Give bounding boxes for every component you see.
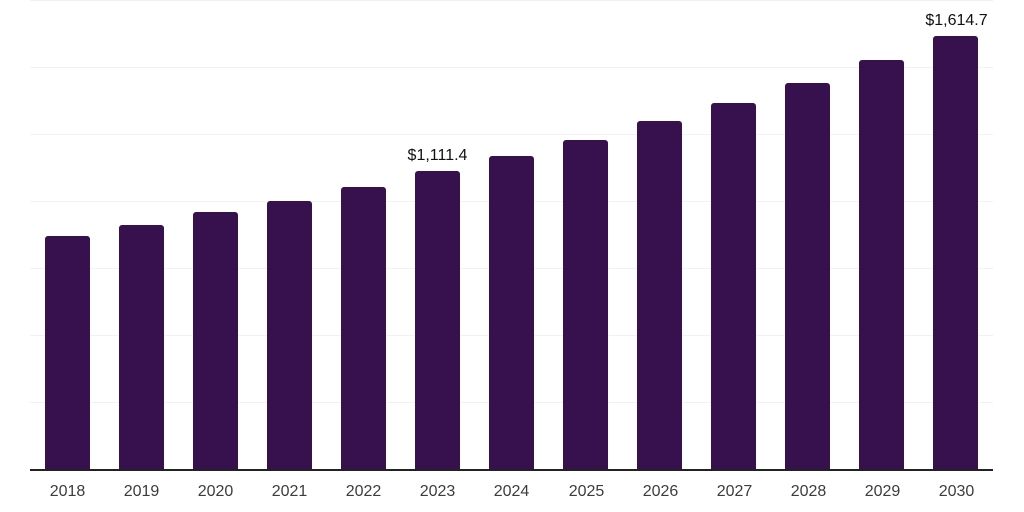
x-tick-label-2029: 2029 xyxy=(864,483,901,500)
bar-2028[interactable] xyxy=(785,83,830,469)
x-tick-label-2027: 2027 xyxy=(716,483,753,500)
bar-2021[interactable] xyxy=(267,201,312,469)
bar-2026[interactable] xyxy=(637,121,682,469)
plot-area: 2018 2019 2020 2021 2022 2023 $1,111.4 2024 2025… xyxy=(30,0,993,500)
bar-2025[interactable] xyxy=(563,140,608,469)
x-tick-label-2030: 2030 xyxy=(938,483,975,500)
x-tick-label-2023: 2023 xyxy=(419,483,456,500)
gridline-1500 xyxy=(30,67,993,68)
bar-2027[interactable] xyxy=(711,103,756,469)
x-tick-label-2028: 2028 xyxy=(790,483,827,500)
x-tick-label-2024: 2024 xyxy=(493,483,530,500)
x-tick-label-2020: 2020 xyxy=(197,483,234,500)
bar-2030[interactable] xyxy=(933,36,978,469)
bar-2020[interactable] xyxy=(193,212,238,469)
gridline-1750 xyxy=(30,0,993,1)
bar-2029[interactable] xyxy=(859,60,904,469)
x-tick-label-2018: 2018 xyxy=(49,483,86,500)
x-tick-label-2026: 2026 xyxy=(642,483,679,500)
bar-2024[interactable] xyxy=(489,156,534,469)
x-tick-label-2021: 2021 xyxy=(271,483,308,500)
x-tick-label-2022: 2022 xyxy=(345,483,382,500)
x-tick-label-2025: 2025 xyxy=(568,483,605,500)
bar-2022[interactable] xyxy=(341,187,386,469)
bar-2018[interactable] xyxy=(45,236,90,469)
bar-2023[interactable] xyxy=(415,171,460,469)
data-label-2030: $1,614.7 xyxy=(925,12,988,29)
bar-2019[interactable] xyxy=(119,225,164,469)
gridline-1250 xyxy=(30,134,993,135)
data-label-2023: $1,111.4 xyxy=(407,147,468,164)
x-axis-line xyxy=(30,469,993,471)
x-tick-label-2019: 2019 xyxy=(123,483,160,500)
